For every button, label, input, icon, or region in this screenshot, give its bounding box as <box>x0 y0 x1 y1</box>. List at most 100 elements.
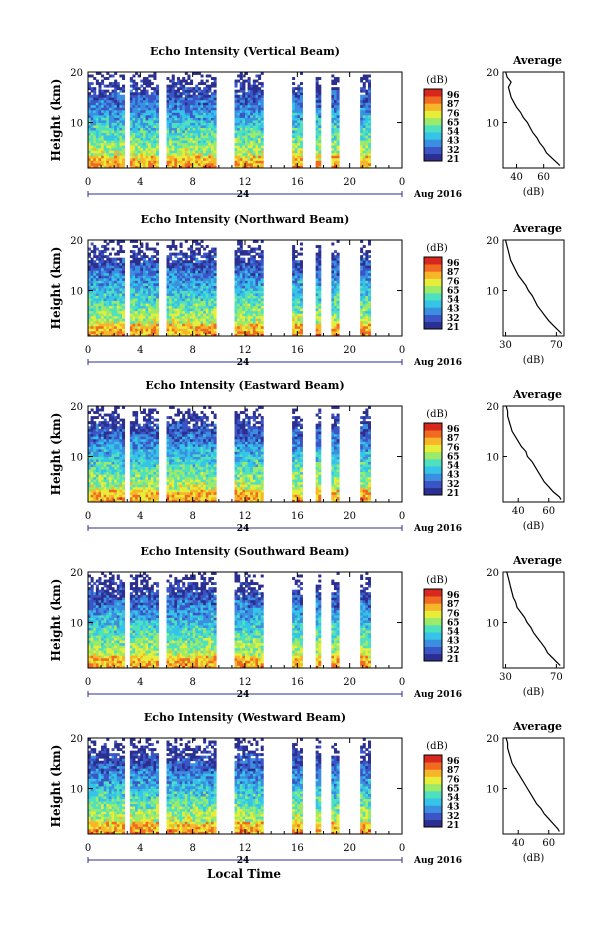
heatmap-cell <box>362 89 366 93</box>
heatmap-cell <box>331 260 335 264</box>
heatmap-cell <box>108 282 112 286</box>
heatmap-cell <box>150 92 154 96</box>
heatmap-cell <box>210 320 214 324</box>
heatmap-cell <box>237 79 241 83</box>
heatmap-cell <box>129 132 133 136</box>
heatmap-cell <box>135 112 139 116</box>
heatmap-cell <box>200 295 204 299</box>
heatmap-cell <box>294 298 298 302</box>
heatmap-cell <box>119 120 123 123</box>
heatmap-cell <box>333 160 337 164</box>
heatmap-cell <box>239 125 243 128</box>
heatmap-cell <box>169 272 173 276</box>
heatmap-cell <box>362 270 366 274</box>
heatmap-cell <box>122 298 126 302</box>
heatmap-cell <box>239 94 243 98</box>
heatmap-cell <box>336 257 340 261</box>
heatmap-cell <box>135 155 139 159</box>
heatmap-cell <box>331 112 335 116</box>
heatmap-cell <box>250 298 254 302</box>
heatmap-cell <box>122 145 126 149</box>
heatmap-cell <box>166 303 170 307</box>
heatmap-cell <box>318 107 322 111</box>
heatmap-cell <box>237 295 241 299</box>
heatmap-cell <box>299 310 303 314</box>
heatmap-cell <box>90 250 94 254</box>
heatmap-cell <box>315 150 319 154</box>
heatmap-cell <box>362 303 366 307</box>
heatmap-cell <box>237 114 241 118</box>
heatmap-cell <box>148 142 152 146</box>
heatmap-cell <box>318 127 322 131</box>
heatmap-cell <box>205 315 209 319</box>
heatmap-cell <box>213 305 217 309</box>
heatmap-cell <box>179 295 183 299</box>
heatmap-cell <box>140 162 144 166</box>
heatmap-cell <box>255 315 259 319</box>
heatmap-cell <box>95 461 99 465</box>
heatmap-cell <box>210 288 214 291</box>
x-tick-label: 12 <box>239 345 252 356</box>
heatmap-cell <box>294 147 298 151</box>
heatmap-cell <box>103 295 107 299</box>
heatmap-cell <box>156 313 160 317</box>
heatmap-cell <box>93 448 97 452</box>
heatmap-cell <box>331 89 335 93</box>
heatmap-cell <box>184 310 188 314</box>
heatmap-cell <box>166 265 170 269</box>
heatmap-cell <box>95 484 99 488</box>
heatmap-cell <box>239 260 243 264</box>
heatmap-cell <box>103 125 107 128</box>
heatmap-cell <box>132 320 136 324</box>
heatmap-cell <box>239 257 243 261</box>
heatmap-cell <box>331 79 335 83</box>
heatmap-cell <box>365 275 369 279</box>
heatmap-cell <box>114 270 118 274</box>
heatmap-cell <box>90 89 94 93</box>
heatmap-cell <box>174 290 178 294</box>
heatmap-cell <box>239 135 243 139</box>
heatmap-cell <box>297 155 301 159</box>
heatmap-cell <box>106 102 110 106</box>
heatmap-cell <box>260 240 264 243</box>
heatmap-cell <box>242 267 246 271</box>
heatmap <box>88 240 371 337</box>
heatmap-cell <box>318 280 322 284</box>
heatmap-cell <box>176 132 180 136</box>
heatmap-cell <box>184 295 188 299</box>
heatmap-cell <box>299 92 303 96</box>
heatmap-cell <box>93 147 97 151</box>
heatmap-cell <box>208 333 212 337</box>
heatmap-cell <box>103 84 107 88</box>
heatmap-cell <box>176 295 180 299</box>
heatmap-cell <box>362 328 366 332</box>
heatmap-cell <box>166 257 170 261</box>
heatmap-cell <box>142 120 146 123</box>
heatmap-cell <box>333 308 337 312</box>
heatmap-cell <box>190 320 194 324</box>
heatmap-cell <box>88 443 92 447</box>
heatmap-cell <box>237 127 241 131</box>
heatmap-cell <box>192 265 196 269</box>
heatmap-cell <box>247 310 251 314</box>
heatmap-cell <box>106 152 110 156</box>
heatmap-cell <box>148 300 152 304</box>
heatmap-cell <box>187 288 191 291</box>
heatmap-cell <box>93 267 97 271</box>
heatmap-cell <box>98 481 102 485</box>
heatmap-cell <box>245 135 249 139</box>
heatmap-cell <box>174 260 178 264</box>
heatmap-cell <box>98 282 102 286</box>
heatmap-cell <box>252 260 256 264</box>
heatmap-cell <box>171 333 175 337</box>
heatmap-cell <box>331 157 335 161</box>
heatmap-cell <box>252 152 256 156</box>
heatmap-cell <box>179 112 183 116</box>
heatmap-cell <box>260 333 264 337</box>
heatmap-cell <box>203 120 207 123</box>
heatmap-cell <box>106 320 110 324</box>
heatmap-cell <box>197 140 201 144</box>
heatmap-cell <box>331 97 335 101</box>
heatmap-cell <box>108 152 112 156</box>
heatmap-cell <box>95 494 99 498</box>
